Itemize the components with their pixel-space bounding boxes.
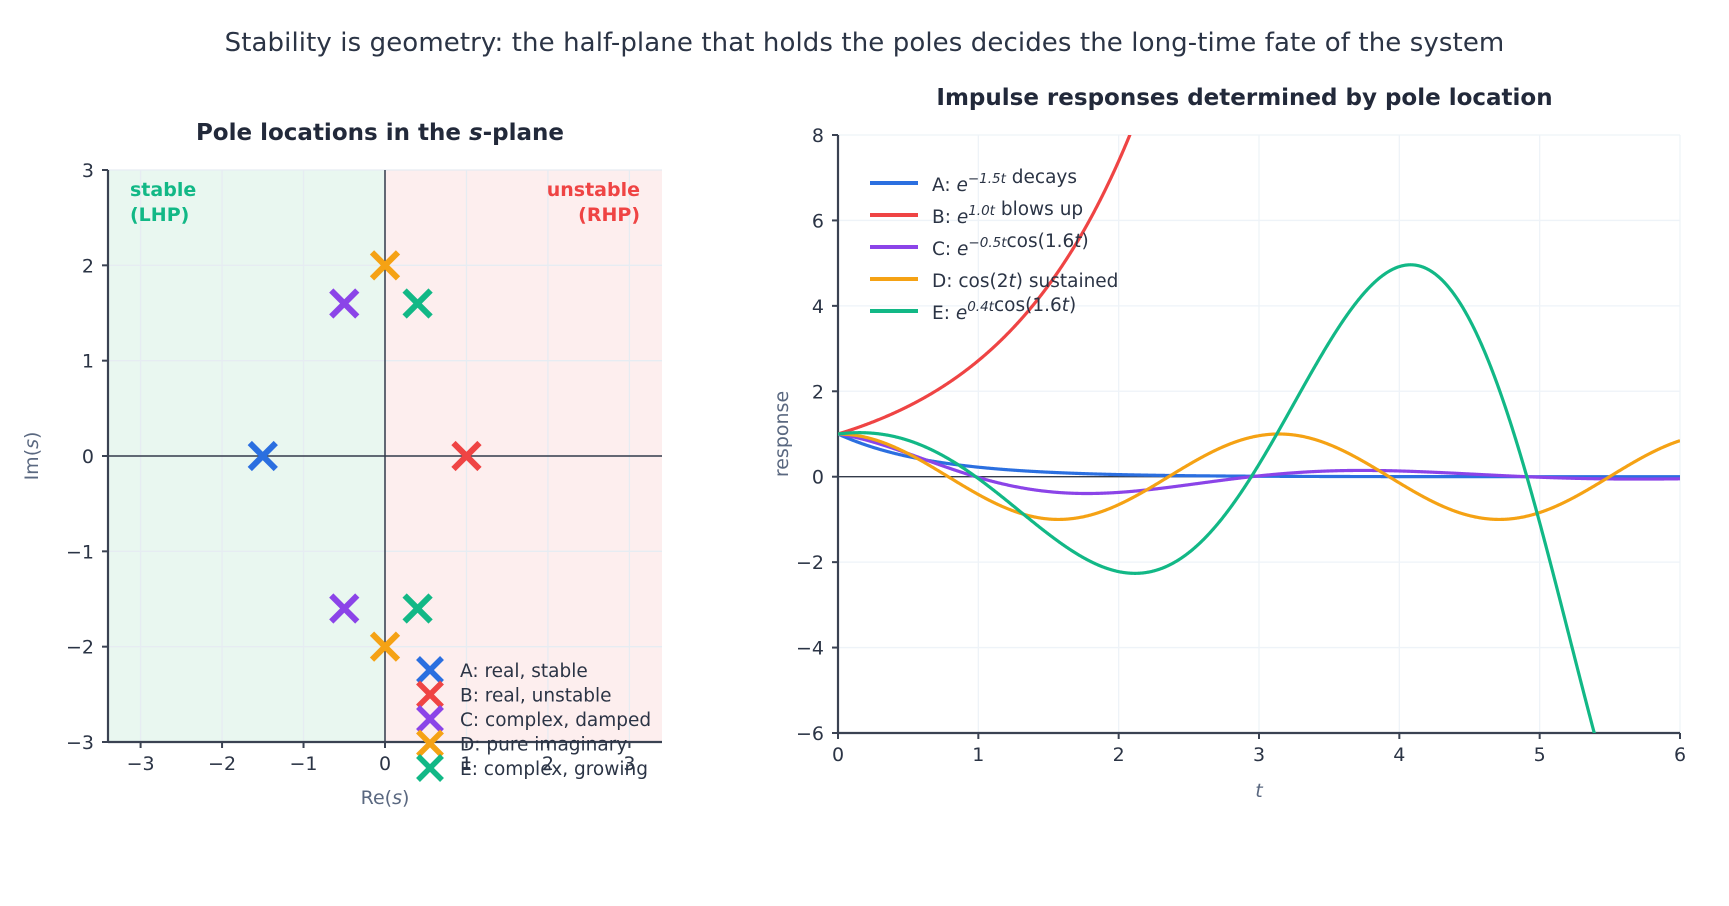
x-tick-label: 3 (1253, 744, 1265, 766)
y-tick-label: 2 (82, 255, 94, 277)
legend-label-A: A: real, stable (460, 661, 588, 682)
x-tick-label: 4 (1393, 744, 1405, 766)
right-legend[interactable]: A: e−1.5t decays B: e1.0t blows up C: e−0.… (870, 167, 1118, 324)
pole-marker (369, 250, 401, 281)
y-tick-label: 0 (82, 446, 94, 468)
legend-label-B: B: e1.0t blows up (932, 199, 1083, 228)
y-tick-label: −1 (66, 541, 94, 563)
y-tick-label: 2 (812, 381, 824, 403)
figure-suptitle: Stability is geometry: the half-plane th… (224, 28, 1505, 58)
y-tick-label: −3 (66, 732, 94, 754)
legend-label-B: B: real, unstable (460, 686, 612, 707)
left-legend[interactable]: A: real, stable B: real, unstable C: compl… (416, 656, 651, 782)
x-tick-label: 1 (972, 744, 984, 766)
stable-region-label: stable (LHP) (130, 179, 196, 226)
x-tick-label: 3 (623, 753, 635, 775)
x-tick-label: 0 (379, 753, 391, 775)
pole-marker (402, 593, 433, 624)
legend-label-D: D: pure imaginary (460, 735, 627, 756)
y-tick-label: −2 (796, 552, 824, 574)
curve-E (838, 263, 1596, 733)
left-panel: Pole locations in the s-plane −3 −2 −1 0 1 2 3… (0, 110, 760, 900)
x-tick-label: −1 (290, 753, 318, 775)
x-tick-label: 1 (460, 753, 472, 775)
x-tick-label: 5 (1534, 744, 1546, 766)
legend-marker-E (416, 754, 444, 782)
pole-marker (329, 593, 360, 624)
pole-marker (329, 288, 360, 319)
response-curves (838, 135, 1680, 733)
x-axis-label: Re(s) (361, 787, 410, 809)
y-tick-label: 1 (82, 351, 94, 373)
y-axis-label: Im(s) (21, 432, 43, 481)
legend-marker-C (416, 705, 444, 733)
legend-label-A: A: e−1.5t decays (932, 167, 1077, 196)
x-tick-label: 2 (1113, 744, 1125, 766)
curve-D (838, 432, 1680, 522)
left-title-italic-s: s (468, 120, 483, 146)
y-tick-label: −2 (66, 637, 94, 659)
right-panel: Impulse responses determined by pole loc… (760, 75, 1729, 905)
x-tick-label: −2 (208, 753, 236, 775)
impulse-plot-svg: −6 −4 −2 0 2 4 6 8 0 1 2 3 4 5 6 t response A: e−1.5t dec… (771, 125, 1686, 802)
legend-marker-A (416, 656, 444, 684)
legend-label-C: C: complex, damped (460, 710, 651, 731)
pole-marker (247, 440, 278, 472)
legend-marker-D (416, 729, 444, 758)
unstable-region-label: unstable (RHP) (547, 179, 640, 226)
right-panel-title: Impulse responses determined by pole loc… (936, 85, 1553, 111)
legend-label-E: E: complex, growing (460, 759, 648, 780)
y-tick-label: 0 (812, 467, 824, 489)
pole-marker (451, 440, 482, 472)
curve-B (838, 135, 1132, 436)
legend-label-E: E: e0.4tcos(1.6t) (932, 295, 1076, 324)
y-tick-label: 8 (812, 125, 824, 147)
x-tick-label: 2 (542, 753, 554, 775)
left-panel-title: Pole locations in the s-plane (0, 120, 760, 146)
x-tick-label: −3 (127, 753, 155, 775)
pole-marker (369, 631, 401, 662)
x-tick-label: 0 (832, 744, 844, 766)
y-tick-label: −4 (796, 638, 824, 660)
x-tick-label: 6 (1674, 744, 1686, 766)
pole-marker (402, 288, 433, 319)
y-tick-label: 4 (812, 296, 824, 318)
y-axis-label: response (771, 391, 793, 477)
left-title-prefix: Pole locations in the (195, 120, 469, 146)
left-title-suffix: -plane (482, 120, 565, 146)
legend-label-D: D: cos(2t) sustained (932, 271, 1118, 292)
legend-label-C: C: e−0.5tcos(1.6t) (932, 231, 1089, 260)
x-axis-label: t (1255, 780, 1264, 802)
pole-markers (247, 250, 482, 662)
y-tick-label: 3 (82, 160, 94, 182)
y-tick-label: −6 (796, 723, 824, 745)
legend-marker-B (416, 680, 444, 709)
pole-plot-svg: −3 −2 −1 0 1 2 3 −3 −2 −1 0 1 2 3 Re(s) Im(s) stable (LHP… (21, 160, 662, 809)
y-tick-label: 6 (812, 210, 824, 232)
